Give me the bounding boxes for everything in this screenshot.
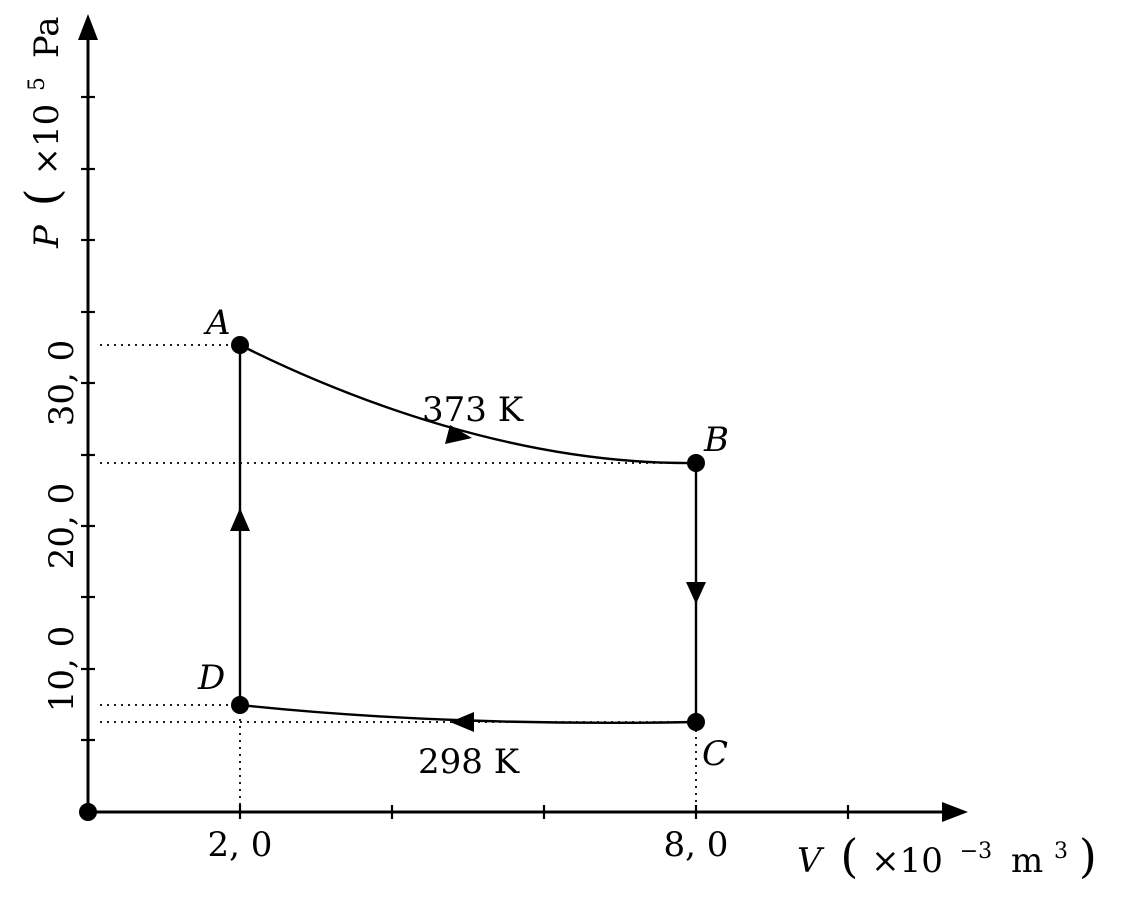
arrow-a-to-b — [445, 425, 472, 444]
isotherm-label-cold: 298 K — [418, 742, 520, 782]
y-tick-label: 30, 0 — [42, 340, 82, 427]
y-axis-open-paren: ( — [15, 188, 69, 206]
y-axis-unit: Pa — [27, 17, 67, 59]
guide-lines — [100, 344, 697, 805]
x-axis-arrow — [942, 802, 968, 822]
state-point-b — [687, 454, 705, 472]
state-label-b: B — [703, 420, 729, 460]
y-axis-close-paren: ) — [15, 0, 69, 2]
x-tick-label: 8, 0 — [664, 825, 729, 865]
x-axis-unit: m — [1011, 841, 1043, 881]
process-a-to-b-isotherm — [239, 343, 697, 465]
arrow-c-to-d — [450, 712, 474, 732]
origin-dot — [79, 803, 97, 821]
y-axis-unit-prefix: ×10 — [27, 104, 67, 176]
y-ticks — [81, 95, 95, 742]
x-axis-close-paren: ) — [1079, 829, 1097, 883]
y-tick-label: 20, 0 — [42, 483, 82, 570]
isotherm-label-hot: 373 K — [422, 390, 524, 430]
state-point-d — [231, 696, 249, 714]
axes — [78, 14, 968, 822]
x-axis-title: V ( ×10 −3 m 3 ) — [797, 827, 1097, 883]
x-axis-symbol: V — [797, 841, 825, 881]
state-point-c — [687, 713, 705, 731]
y-axis-symbol: P — [27, 224, 67, 249]
y-axis-arrow — [78, 14, 98, 40]
state-label-c: C — [702, 734, 728, 774]
x-tick-label: 2, 0 — [208, 825, 273, 865]
state-label-a: A — [203, 303, 231, 343]
y-axis-unit-exponent: 5 — [25, 77, 50, 91]
state-point-a — [231, 336, 249, 354]
y-axis-title: P ( ×10 5 Pa ) — [13, 0, 69, 249]
arrow-b-to-c — [686, 582, 706, 604]
state-points — [231, 336, 705, 731]
x-ticks — [238, 805, 850, 819]
y-tick-label: 10, 0 — [42, 626, 82, 713]
x-axis-unit-prefix: ×10 — [871, 841, 943, 881]
x-axis-open-paren: ( — [840, 829, 858, 883]
state-label-d: D — [197, 658, 225, 698]
arrow-d-to-a — [230, 508, 250, 531]
x-axis-unit-exponent: −3 — [960, 839, 992, 864]
x-axis-unit-power: 3 — [1054, 839, 1068, 864]
direction-arrows — [230, 425, 706, 732]
